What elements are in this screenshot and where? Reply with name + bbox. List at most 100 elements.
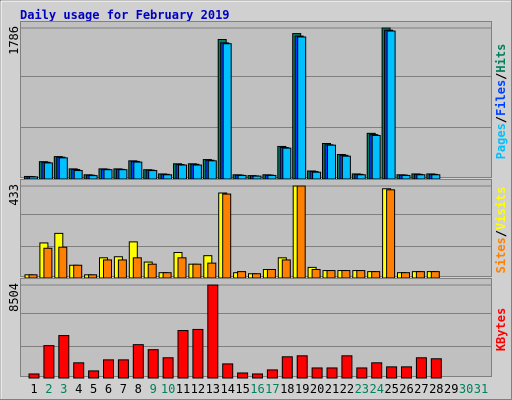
x-tick-label: 10 bbox=[161, 382, 175, 396]
y-tick-label: 8504 bbox=[7, 283, 21, 312]
bar bbox=[371, 134, 381, 180]
bar bbox=[28, 274, 38, 279]
y-tick-label: 433 bbox=[7, 184, 21, 206]
x-tick-label: 29 bbox=[444, 382, 458, 396]
bar bbox=[401, 272, 410, 279]
bar bbox=[327, 144, 336, 180]
bar bbox=[401, 174, 411, 180]
bar bbox=[326, 367, 338, 379]
bar bbox=[386, 30, 396, 180]
bar bbox=[341, 270, 351, 279]
bar bbox=[415, 357, 427, 379]
y-tick-label: 1786 bbox=[7, 26, 21, 55]
x-tick-label: 21 bbox=[325, 382, 339, 396]
bar bbox=[192, 328, 204, 379]
bar bbox=[117, 359, 129, 379]
x-tick-label: 24 bbox=[369, 382, 383, 396]
bar bbox=[163, 174, 173, 180]
bar bbox=[207, 284, 219, 379]
x-tick-label: 28 bbox=[429, 382, 443, 396]
legend-separator: / bbox=[494, 230, 508, 237]
bar bbox=[297, 36, 307, 180]
legend-entry: Hits bbox=[494, 44, 508, 73]
bar bbox=[222, 363, 234, 379]
bar bbox=[132, 344, 144, 379]
legend-entry: Visits bbox=[494, 187, 508, 230]
x-tick-label: 3 bbox=[60, 382, 67, 396]
x-tick-label: 23 bbox=[355, 382, 369, 396]
panel bbox=[20, 278, 492, 377]
bar bbox=[58, 246, 68, 279]
bar bbox=[237, 372, 249, 379]
x-tick-label: 4 bbox=[75, 382, 82, 396]
bar bbox=[415, 271, 425, 279]
x-tick-label: 6 bbox=[105, 382, 112, 396]
bar bbox=[28, 373, 40, 379]
bar bbox=[118, 169, 128, 180]
chart-title: Daily usage for February 2019 bbox=[20, 8, 230, 22]
bar bbox=[147, 349, 159, 379]
bar bbox=[237, 174, 247, 180]
x-tick-label: 30 bbox=[459, 382, 473, 396]
bar bbox=[430, 271, 440, 279]
panel bbox=[20, 179, 492, 277]
bar bbox=[237, 271, 247, 279]
bar bbox=[192, 263, 202, 279]
x-tick-label: 18 bbox=[280, 382, 294, 396]
bar bbox=[192, 164, 202, 180]
bar bbox=[356, 174, 366, 180]
bar bbox=[222, 193, 232, 279]
x-tick-label: 26 bbox=[399, 382, 413, 396]
bar bbox=[252, 373, 263, 379]
x-tick-label: 11 bbox=[176, 382, 190, 396]
bar bbox=[266, 269, 276, 279]
bar bbox=[29, 176, 38, 180]
legend: KBytes bbox=[494, 308, 508, 351]
x-tick-label: 19 bbox=[295, 382, 309, 396]
bar bbox=[178, 164, 187, 180]
bar bbox=[371, 362, 383, 379]
bar bbox=[88, 175, 98, 180]
bar bbox=[148, 170, 158, 180]
bar bbox=[177, 257, 187, 279]
bar bbox=[103, 259, 112, 279]
bar bbox=[312, 171, 322, 180]
bar bbox=[133, 161, 143, 180]
x-tick-label: 14 bbox=[220, 382, 234, 396]
bar bbox=[281, 356, 293, 379]
bar bbox=[311, 367, 323, 379]
x-tick-label: 15 bbox=[235, 382, 249, 396]
legend-entry: Files bbox=[494, 80, 508, 116]
bar bbox=[58, 157, 68, 180]
bar bbox=[430, 358, 442, 379]
bar bbox=[43, 247, 53, 279]
legend-separator: / bbox=[494, 73, 508, 80]
bar bbox=[431, 174, 441, 180]
bar bbox=[132, 257, 142, 279]
x-tick-label: 12 bbox=[191, 382, 205, 396]
bar bbox=[103, 169, 113, 180]
bar bbox=[177, 330, 189, 379]
x-tick-label: 2 bbox=[45, 382, 52, 396]
bar bbox=[88, 274, 98, 279]
bar bbox=[416, 174, 426, 180]
x-tick-label: 8 bbox=[135, 382, 142, 396]
panel bbox=[20, 21, 492, 178]
bar bbox=[296, 185, 306, 279]
x-tick-label: 27 bbox=[414, 382, 428, 396]
bar bbox=[341, 155, 351, 180]
bar bbox=[147, 263, 157, 279]
bar bbox=[162, 357, 174, 379]
x-tick-label: 16 bbox=[250, 382, 264, 396]
bar bbox=[43, 345, 55, 379]
bar bbox=[58, 335, 70, 379]
legend-entry: KBytes bbox=[494, 308, 508, 351]
bar bbox=[73, 264, 83, 279]
bar bbox=[162, 272, 172, 279]
x-tick-label: 22 bbox=[340, 382, 354, 396]
bar bbox=[371, 271, 381, 279]
x-tick-label: 9 bbox=[150, 382, 157, 396]
legend: Pages/Files/Hits bbox=[494, 44, 508, 160]
bar bbox=[311, 269, 321, 279]
